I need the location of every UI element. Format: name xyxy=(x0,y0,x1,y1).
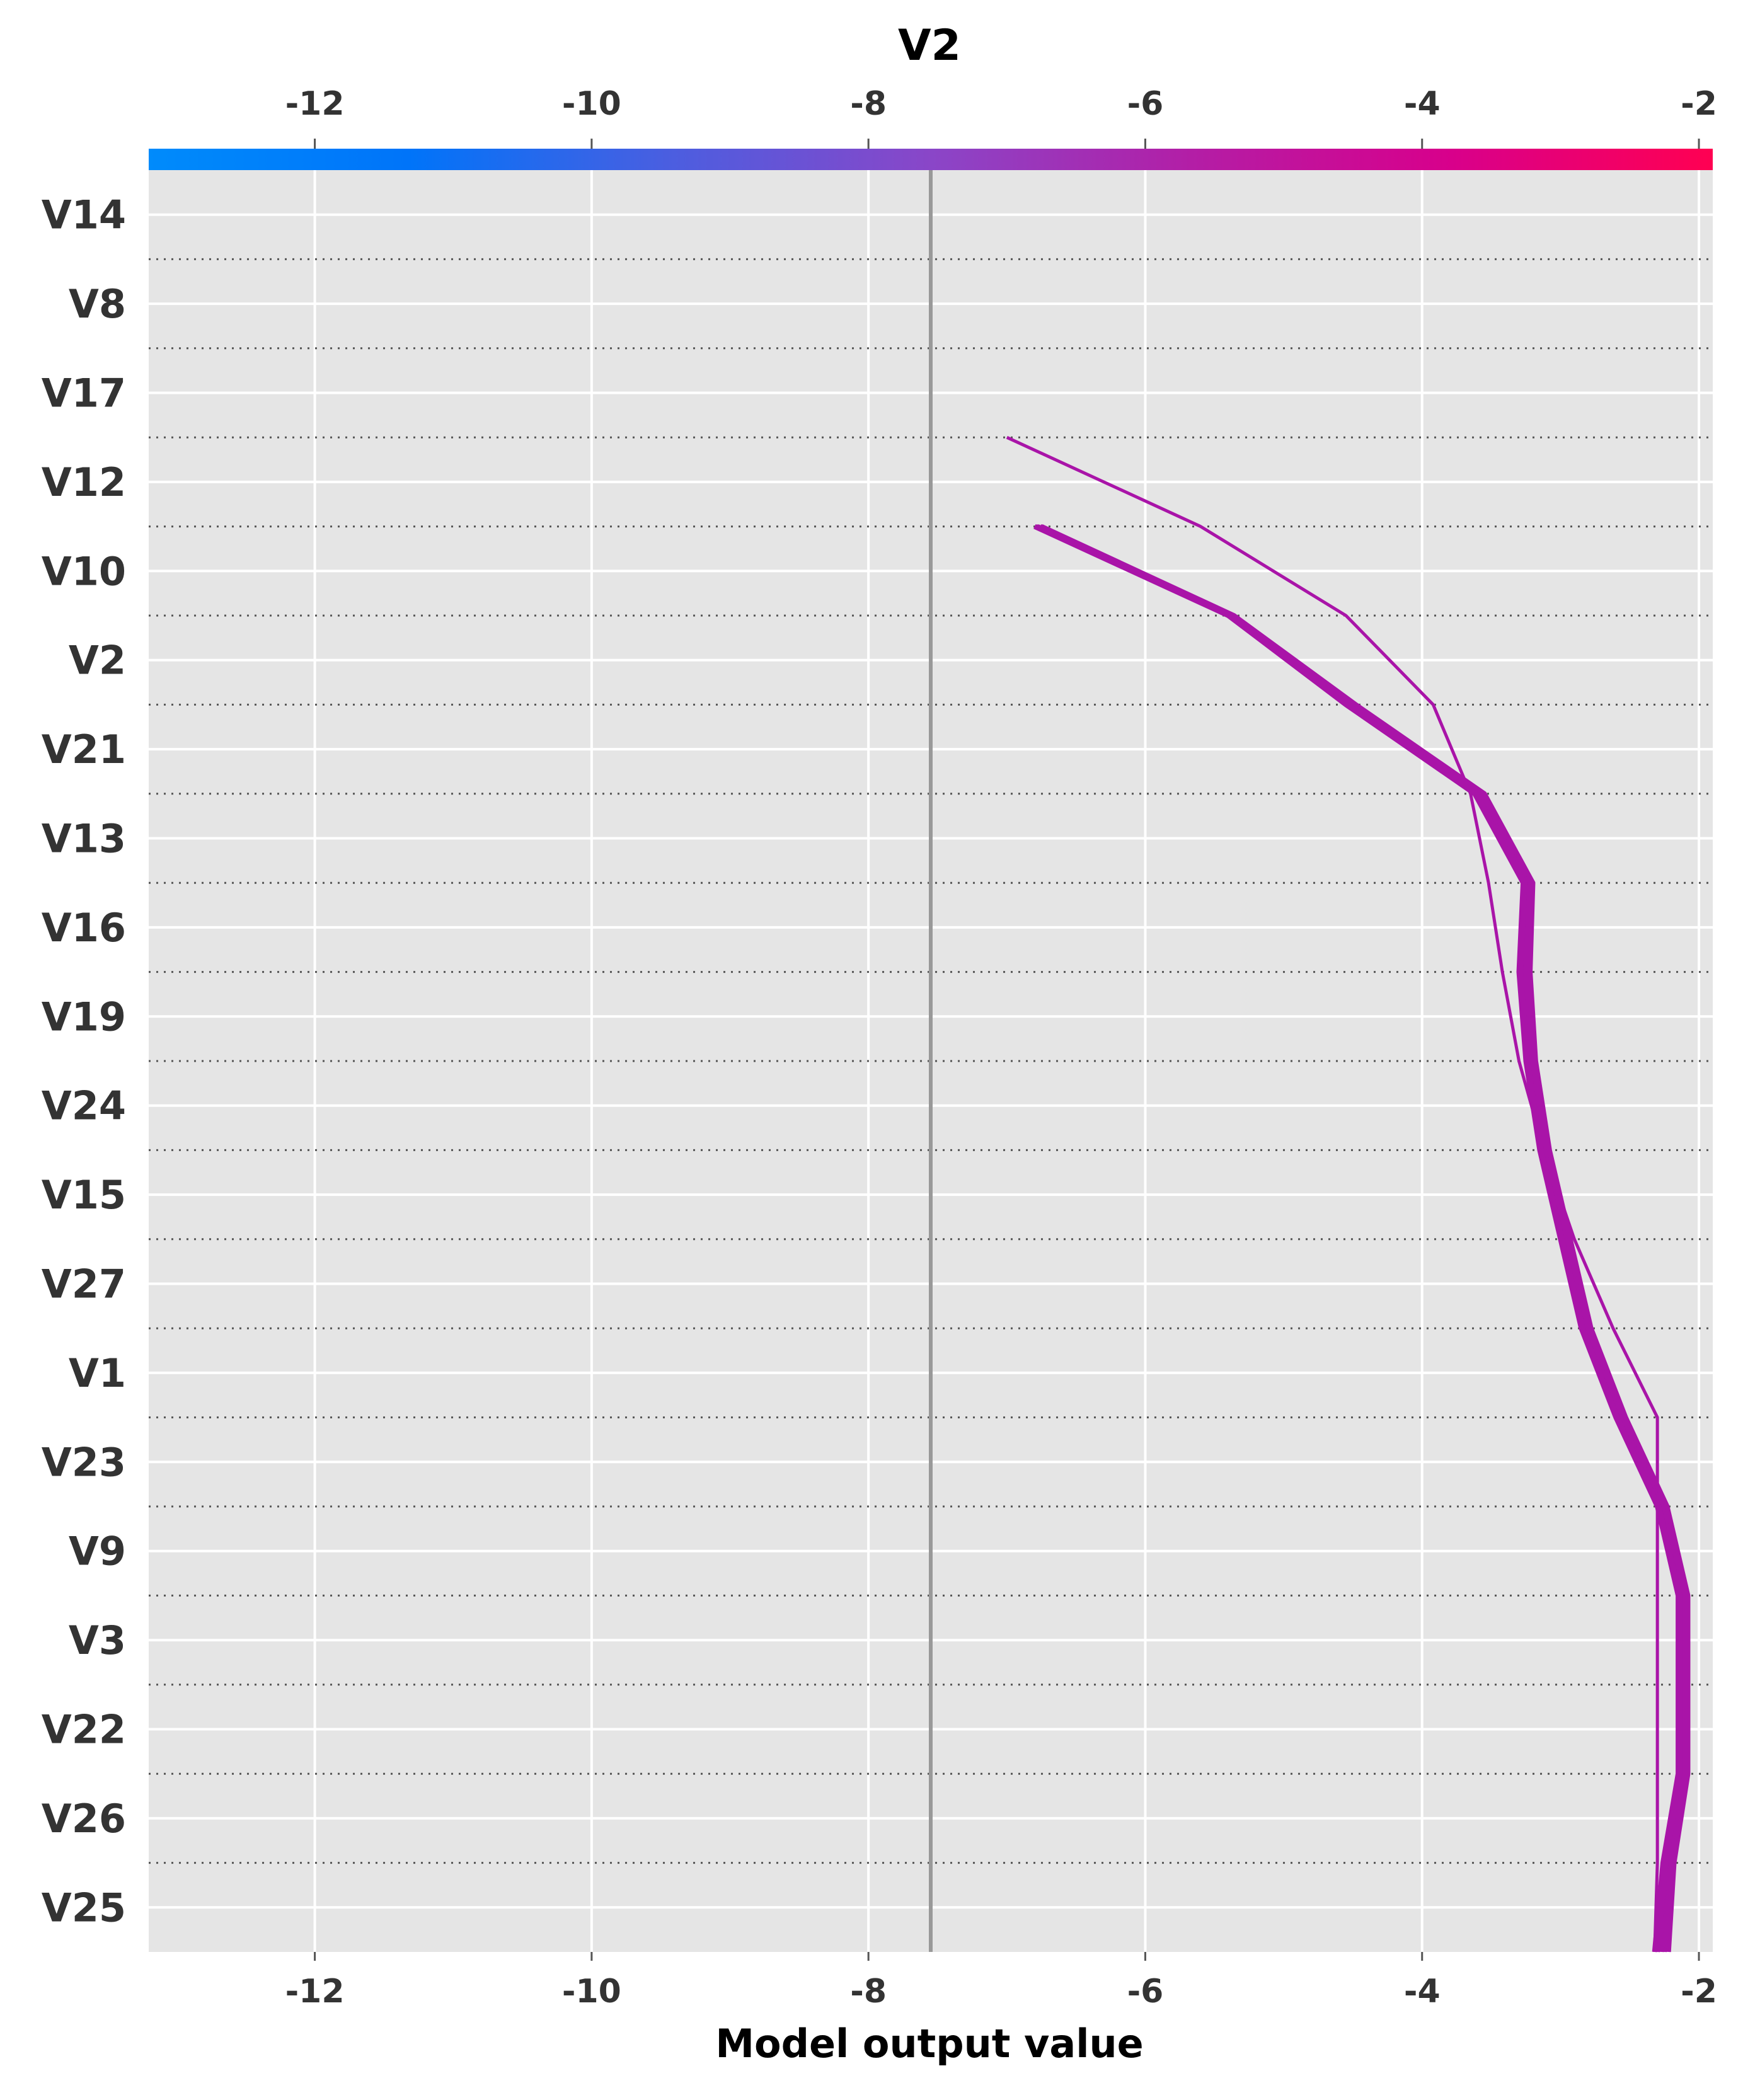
feature-label: V8 xyxy=(69,281,126,327)
feature-label: V26 xyxy=(42,1796,126,1842)
x-tick-label-top: -4 xyxy=(1404,85,1441,123)
feature-label: V27 xyxy=(42,1261,126,1307)
x-tick-label-bottom: -12 xyxy=(285,1973,345,2011)
x-tick-label-bottom: -8 xyxy=(850,1973,887,2011)
feature-label: V24 xyxy=(42,1083,126,1129)
feature-label: V12 xyxy=(42,459,126,505)
feature-label: V2 xyxy=(69,638,126,684)
x-tick-label-top: -12 xyxy=(285,85,345,123)
feature-label: V22 xyxy=(42,1707,126,1753)
feature-label: V16 xyxy=(42,905,126,951)
series-line xyxy=(1035,524,1683,1953)
feature-label: V1 xyxy=(69,1350,126,1396)
x-tick-label-top: -8 xyxy=(850,85,887,123)
chart-title: V2 xyxy=(898,21,961,71)
axis-labels: -12 -12 -10 -10 -8 -8 -6 -6 -4 -4 -2 -2 V25 V26 V22 V3 V… xyxy=(42,85,1717,2011)
feature-label: V25 xyxy=(42,1885,126,1931)
feature-label: V10 xyxy=(42,548,126,594)
feature-label: V21 xyxy=(42,726,126,772)
feature-label: V9 xyxy=(69,1529,126,1575)
feature-label: V14 xyxy=(42,192,126,238)
feature-label: V23 xyxy=(42,1439,126,1485)
feature-label: V19 xyxy=(42,994,126,1040)
series-line xyxy=(1040,524,1691,1953)
feature-label: V17 xyxy=(42,370,126,416)
x-tick-label-top: -2 xyxy=(1681,85,1717,123)
series-lines xyxy=(1006,435,1691,1953)
feature-label: V3 xyxy=(69,1617,126,1663)
x-axis-label: Model output value xyxy=(715,2021,1143,2067)
colorbar xyxy=(149,149,1713,170)
x-tick-label-top: -10 xyxy=(562,85,621,123)
x-tick-label-top: -6 xyxy=(1127,85,1164,123)
x-tick-label-bottom: -10 xyxy=(562,1973,621,2011)
x-tick-label-bottom: -2 xyxy=(1681,1973,1717,2011)
x-tick-label-bottom: -6 xyxy=(1127,1973,1164,2011)
feature-label: V15 xyxy=(42,1172,126,1218)
x-tick-label-bottom: -4 xyxy=(1404,1973,1441,2011)
feature-label: V13 xyxy=(42,816,126,862)
